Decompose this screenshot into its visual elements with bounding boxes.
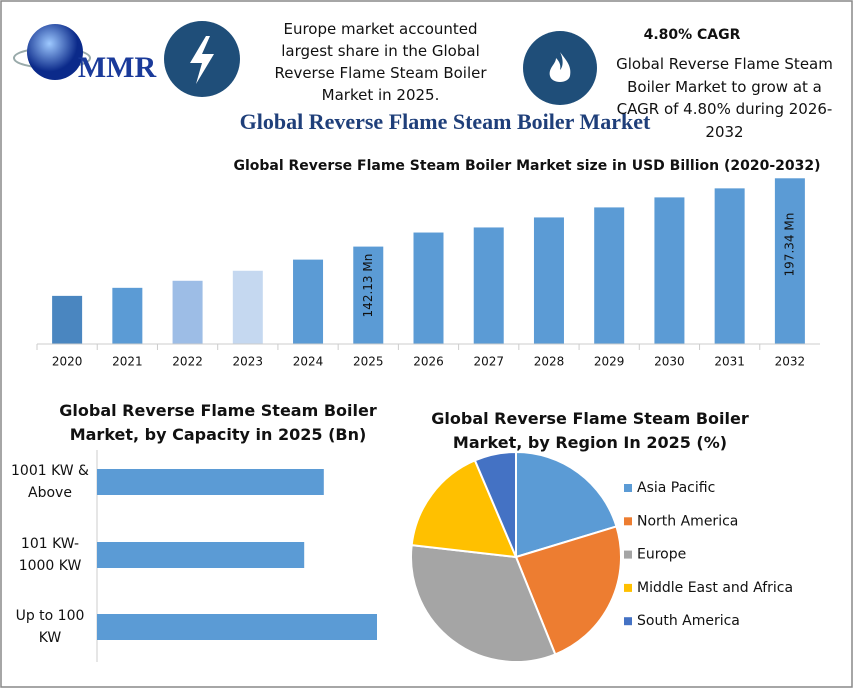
bar [52, 295, 83, 344]
bar [594, 207, 625, 344]
bar [473, 227, 504, 344]
legend-swatch [624, 550, 632, 559]
x-tick-label: 2023 [233, 355, 264, 369]
value-label: 197.34 Mn [782, 213, 796, 277]
value-label: 142.13 Mn [361, 254, 375, 318]
chart-title: Global Reverse Flame Steam Boiler Market… [233, 158, 820, 174]
legend-swatch [624, 583, 632, 592]
pie-slice [514, 525, 622, 656]
x-tick-label: 2024 [293, 355, 324, 369]
legend-swatch [624, 617, 632, 626]
bar [714, 188, 745, 344]
bar [172, 280, 203, 344]
bar [112, 287, 143, 344]
x-tick-label: 2032 [775, 355, 806, 369]
legend-swatch [624, 484, 632, 492]
y-tick-label: 1001 KW & Above [11, 463, 89, 501]
x-tick-label: 2026 [413, 355, 444, 369]
y-tick-label: Up to 100 KW [15, 608, 85, 646]
x-tick-label: 2020 [52, 355, 83, 369]
x-tick-label: 2027 [473, 355, 504, 369]
y-tick-label: 101 KW-1000 KW [18, 536, 82, 574]
pie-title: Global Reverse Flame Steam Boiler Market… [431, 409, 749, 452]
pie-slice [410, 544, 557, 663]
logo-globe [27, 24, 83, 80]
pie-slice [473, 450, 517, 558]
legend-swatch [624, 517, 632, 526]
x-tick-label: 2030 [654, 355, 685, 369]
x-tick-label: 2021 [112, 355, 143, 369]
x-tick-label: 2022 [172, 355, 203, 369]
cagr-title: 4.80% CAGR [643, 27, 741, 43]
main-title: Global Reverse Flame Steam Boiler Market [240, 109, 651, 134]
bar [353, 246, 384, 344]
logo-text: MMR [78, 51, 157, 84]
pie-slice [410, 459, 518, 559]
legend-label: Asia Pacific [637, 480, 715, 496]
flame-icon [549, 52, 571, 82]
legend-label: Europe [637, 547, 686, 563]
bar [774, 178, 805, 344]
legend-label: South America [637, 613, 740, 629]
bar [232, 270, 263, 344]
bar [97, 542, 305, 568]
bar [413, 232, 444, 344]
bar [97, 469, 324, 495]
legend-label: North America [637, 513, 738, 529]
bar [293, 259, 324, 344]
pie-slice [515, 450, 618, 559]
bolt-icon [190, 36, 214, 84]
insight-text: Europe market accounted largest share in… [274, 20, 487, 104]
legend-label: Middle East and Africa [637, 580, 793, 596]
x-tick-label: 2031 [714, 355, 745, 369]
cagr-text: Global Reverse Flame Steam Boiler Market… [616, 55, 833, 141]
bar [533, 217, 564, 344]
x-tick-label: 2029 [594, 355, 625, 369]
bar [654, 197, 685, 344]
bar [97, 614, 377, 640]
x-tick-label: 2025 [353, 355, 384, 369]
hbar-title: Global Reverse Flame Steam Boiler Market… [59, 401, 377, 444]
x-tick-label: 2028 [534, 355, 565, 369]
